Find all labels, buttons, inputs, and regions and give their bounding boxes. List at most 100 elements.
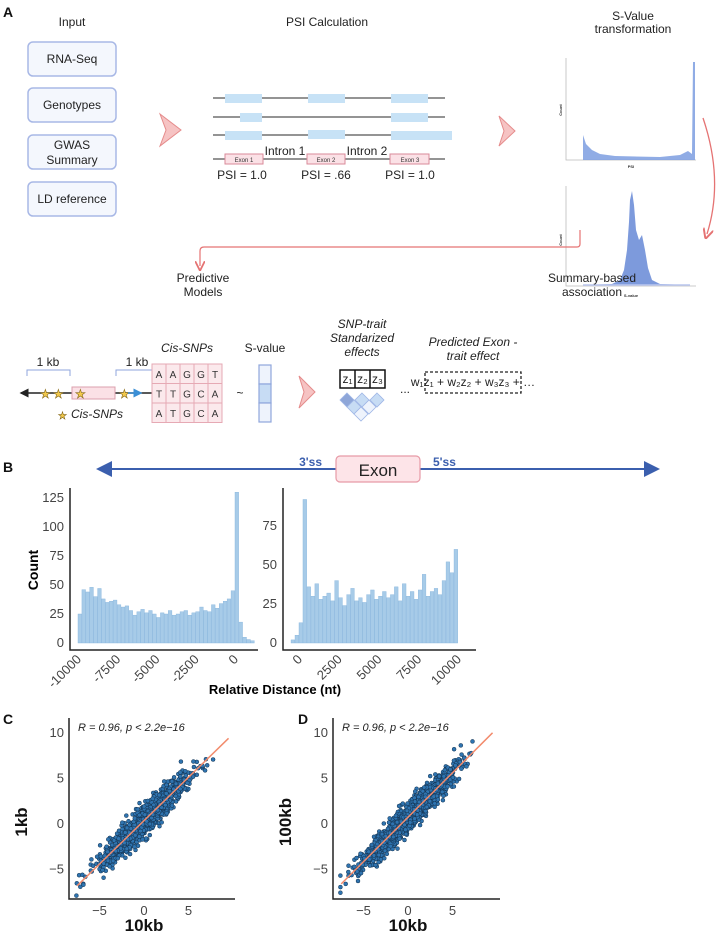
scatter-point <box>346 869 351 875</box>
summary-title-line2: association <box>562 285 622 299</box>
exon-3: Exon 3 <box>389 153 430 165</box>
curved-arrow-icon <box>702 117 716 234</box>
scatter-point <box>144 819 149 824</box>
snp-cell-label: A <box>212 390 219 401</box>
svalue-title-line2: transformation <box>595 22 672 36</box>
histogram-bar <box>81 589 86 644</box>
input-box-ld-reference: LD reference <box>27 181 117 217</box>
scatter-point <box>159 820 164 825</box>
scatter-point <box>127 851 133 857</box>
histogram-bar <box>85 591 90 644</box>
correlation-annotation: R = 0.96, p < 2.2e−16 <box>78 722 186 734</box>
scatter-point <box>450 775 456 780</box>
histogram-bar <box>109 601 114 644</box>
scatter-point <box>338 873 343 878</box>
snp-cell-label: G <box>197 370 205 381</box>
scatter-point <box>458 743 464 748</box>
scatter-point <box>124 846 130 852</box>
mini-axis-label: PSI <box>628 164 634 169</box>
y-axis-title-count: Count <box>25 549 41 590</box>
input-title: Input <box>59 15 86 29</box>
y-tick-label: 100 <box>42 519 64 534</box>
histogram-bar <box>362 602 367 644</box>
snp-cell-label: T <box>156 390 162 401</box>
scatter-point <box>412 816 417 821</box>
scatter-point <box>367 863 373 868</box>
scatter-point <box>390 821 395 827</box>
histogram-bar <box>136 611 141 644</box>
histogram-bar <box>164 613 169 644</box>
y-tick-label: 25 <box>50 606 64 621</box>
histogram-3ss: 0 25 50 75 100 125 -10000 -7500 -5000 -2500 0 <box>42 488 258 691</box>
scatter-plot-100kb: −5 0 5 10 −5 0 5 R = 0.96, p < 2.2e−16 10kb 100kb <box>276 718 500 935</box>
x-tick-label: 0 <box>289 652 305 668</box>
scatter-point <box>178 786 183 792</box>
histogram-bar <box>334 580 339 644</box>
svalue-vector <box>258 364 272 423</box>
scatter-point <box>133 833 138 838</box>
x-tick-label: 10000 <box>428 652 464 688</box>
psi-mini-histogram: PSI Count <box>558 58 696 169</box>
histogram-bar <box>250 640 255 644</box>
scatter-point <box>105 858 111 864</box>
histogram-bar <box>77 613 82 644</box>
scatter-point <box>354 855 359 861</box>
histogram-bar <box>374 599 379 644</box>
scatter-point <box>407 820 413 825</box>
scatter-point <box>385 826 391 832</box>
scatter-point <box>191 759 196 764</box>
histogram-bar <box>386 597 391 644</box>
axis-line <box>69 488 258 651</box>
scatter-point <box>132 816 138 821</box>
scatter-point <box>150 796 155 801</box>
histogram-bar <box>354 600 359 644</box>
histogram-bar <box>437 594 442 644</box>
svalue-title-line1: S-Value <box>612 9 654 23</box>
scatter-point <box>414 812 420 817</box>
x-tick-label: 5 <box>449 903 456 918</box>
scatter-point <box>185 780 190 786</box>
x-tick-label: 7500 <box>393 652 424 683</box>
scatter-point <box>338 890 343 895</box>
scatter-point <box>137 834 142 839</box>
exon-label: Exon 1 <box>235 158 254 164</box>
scatter-point <box>391 834 396 840</box>
exon-label: Exon <box>359 461 398 480</box>
histogram-5ss: 0 25 50 75 0 2500 5000 7500 10000 <box>263 488 476 688</box>
scatter-point <box>404 808 410 814</box>
histogram-bar <box>223 601 228 644</box>
scatter-point <box>457 759 463 765</box>
scatter-point <box>369 842 375 848</box>
intron-1-label: Intron 1 <box>265 144 306 158</box>
scatter-point <box>204 763 210 768</box>
scatter-point <box>123 830 128 835</box>
psi-value-2: PSI = .66 <box>301 168 351 182</box>
y-tick-label: 5 <box>57 771 64 786</box>
scatter-point <box>116 836 121 841</box>
histogram-bar <box>124 605 129 644</box>
x-tick-label: 5000 <box>354 652 385 683</box>
histogram-bar <box>152 613 157 644</box>
scatter-point <box>124 813 129 818</box>
scatter-point <box>403 827 408 832</box>
scatter-point <box>137 812 142 818</box>
y-tick-label: 125 <box>42 490 64 505</box>
histogram-bar <box>132 614 137 644</box>
scatter-point <box>451 784 457 789</box>
x-axis-title: 10kb <box>125 916 164 935</box>
scatter-point <box>90 863 96 869</box>
correlation-annotation: R = 0.96, p < 2.2e−16 <box>342 722 450 734</box>
histogram-bar <box>156 617 161 644</box>
star-icon: ★ <box>53 387 64 401</box>
y-tick-label: 5 <box>321 771 328 786</box>
panel-label-d: D <box>298 711 308 727</box>
scatter-point <box>115 856 121 861</box>
x-tick-label: -5000 <box>129 652 163 686</box>
chevron-arrow-icon <box>158 112 182 148</box>
intron-2-label: Intron 2 <box>347 144 388 158</box>
ld-matrix-diamond <box>339 392 385 422</box>
scatter-point <box>135 843 141 849</box>
scatter-point <box>382 856 387 861</box>
y-tick-label: 0 <box>270 635 277 650</box>
